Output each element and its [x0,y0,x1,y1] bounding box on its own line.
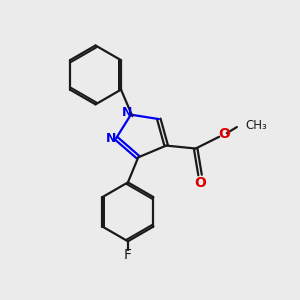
Text: O: O [195,176,207,190]
Text: N: N [106,132,116,145]
Text: O: O [218,128,230,141]
Text: F: F [124,248,132,262]
Text: CH₃: CH₃ [245,119,267,132]
Text: N: N [122,106,133,119]
